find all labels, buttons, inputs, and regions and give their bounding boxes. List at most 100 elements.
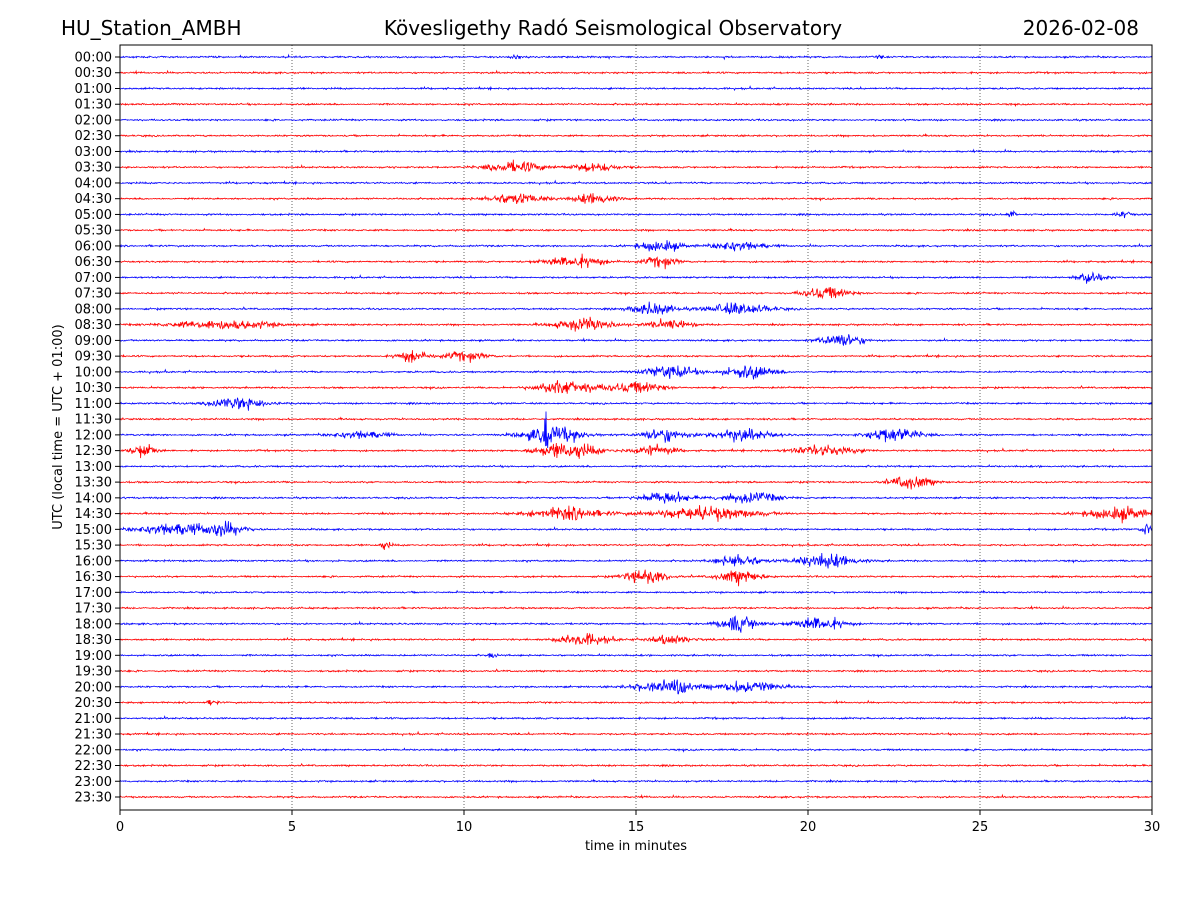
trace-1100 (119, 397, 1153, 411)
trace-2000 (119, 679, 1153, 695)
trace-1330 (119, 475, 1153, 490)
y-tick-label: 14:00 (75, 491, 112, 506)
y-tick-label: 03:30 (75, 161, 112, 176)
trace-1230 (119, 442, 1153, 459)
x-tick-label: 25 (972, 820, 989, 835)
trace-1200 (120, 411, 1153, 449)
y-tick-label: 12:30 (75, 444, 112, 459)
y-tick-label: 23:00 (75, 775, 112, 790)
x-tick-label: 20 (800, 820, 817, 835)
y-tick-label: 13:00 (75, 460, 112, 475)
trace-2330 (119, 793, 1153, 800)
trace-1600 (119, 552, 1153, 569)
y-tick-label: 19:30 (75, 665, 112, 680)
grid-lines (291, 45, 981, 810)
y-tick-label: 00:30 (75, 66, 112, 81)
trace-0230 (120, 133, 1153, 139)
y-tick-label: 09:30 (75, 350, 112, 365)
trace-0330 (119, 159, 1153, 173)
trace-2300 (119, 778, 1153, 784)
y-tick-label: 06:00 (75, 239, 112, 254)
trace-1700 (119, 589, 1153, 595)
trace-2200 (119, 747, 1153, 753)
y-tick-label: 18:30 (75, 633, 112, 648)
trace-0700 (119, 271, 1153, 284)
y-tick-label: 18:00 (75, 617, 112, 632)
y-tick-label: 16:00 (75, 554, 112, 569)
y-tick-label: 14:30 (75, 507, 112, 522)
y-tick-label: 11:00 (75, 397, 112, 412)
y-tick-label: 11:30 (75, 413, 112, 428)
trace-2130 (119, 730, 1153, 737)
trace-1930 (120, 668, 1153, 674)
y-tick-label: 02:00 (75, 113, 112, 128)
trace-2030 (119, 699, 1153, 706)
trace-0100 (119, 85, 1152, 92)
trace-0500 (119, 209, 1153, 219)
trace-2230 (119, 762, 1153, 768)
y-tick-label: 10:00 (75, 365, 112, 380)
trace-1500 (119, 520, 1153, 537)
x-axis-ticks: 0 5 10 15 20 25 30 (116, 810, 1160, 835)
y-tick-label: 03:00 (75, 145, 112, 160)
y-tick-label: 01:30 (75, 98, 112, 113)
x-tick-label: 5 (288, 820, 296, 835)
y-tick-label: 20:00 (75, 680, 112, 695)
trace-1630 (119, 569, 1153, 587)
trace-0000 (120, 53, 1153, 61)
trace-1030 (119, 380, 1153, 394)
trace-1300 (119, 463, 1153, 469)
trace-1730 (120, 604, 1153, 611)
trace-1000 (119, 365, 1153, 380)
trace-1130 (119, 416, 1153, 422)
y-tick-label: 22:30 (75, 759, 112, 774)
y-tick-label: 20:30 (75, 696, 112, 711)
trace-1900 (119, 652, 1153, 659)
y-tick-label: 17:00 (75, 586, 112, 601)
trace-0030 (119, 69, 1153, 75)
x-tick-label: 15 (628, 820, 645, 835)
y-tick-label: 22:00 (75, 743, 112, 758)
y-tick-label: 08:00 (75, 302, 112, 317)
trace-0900 (119, 334, 1153, 346)
y-tick-label: 10:30 (75, 381, 112, 396)
y-tick-label: 19:00 (75, 649, 112, 664)
y-tick-label: 06:30 (75, 255, 112, 270)
trace-1400 (119, 491, 1153, 504)
y-tick-label: 04:30 (75, 192, 112, 207)
y-tick-label: 08:30 (75, 318, 112, 333)
date-label: 2026-02-08 (1023, 16, 1139, 40)
trace-1800 (119, 615, 1153, 633)
y-tick-label: 21:30 (75, 728, 112, 743)
x-tick-label: 0 (116, 820, 124, 835)
trace-0800 (119, 301, 1153, 315)
y-tick-label: 13:30 (75, 476, 112, 491)
y-tick-label: 15:30 (75, 539, 112, 554)
station-name: HU_Station_AMBH (61, 16, 241, 40)
trace-0600 (119, 240, 1153, 252)
trace-0400 (120, 179, 1153, 186)
y-tick-label: 05:30 (75, 224, 112, 239)
y-axis-ticks: 00:0000:3001:0001:3002:0002:3003:0003:30… (75, 51, 120, 806)
y-tick-label: 00:00 (75, 51, 112, 66)
trace-0830 (119, 316, 1153, 332)
y-tick-label: 21:00 (75, 712, 112, 727)
y-tick-label: 16:30 (75, 570, 112, 585)
y-tick-label: 17:30 (75, 602, 112, 617)
trace-0930 (119, 350, 1153, 363)
x-axis-label: time in minutes (585, 839, 687, 854)
trace-1430 (119, 505, 1153, 524)
trace-0130 (119, 101, 1153, 108)
observatory-title: Kövesligethy Radó Seismological Observat… (384, 16, 842, 40)
y-tick-label: 07:00 (75, 271, 112, 286)
y-tick-label: 07:30 (75, 287, 112, 302)
y-tick-label: 02:30 (75, 129, 112, 144)
y-tick-label: 05:00 (75, 208, 112, 223)
x-tick-label: 10 (456, 820, 473, 835)
trace-0200 (119, 117, 1153, 123)
y-tick-label: 12:00 (75, 428, 112, 443)
trace-0430 (119, 193, 1153, 204)
trace-1530 (119, 541, 1153, 550)
trace-2100 (120, 715, 1153, 721)
